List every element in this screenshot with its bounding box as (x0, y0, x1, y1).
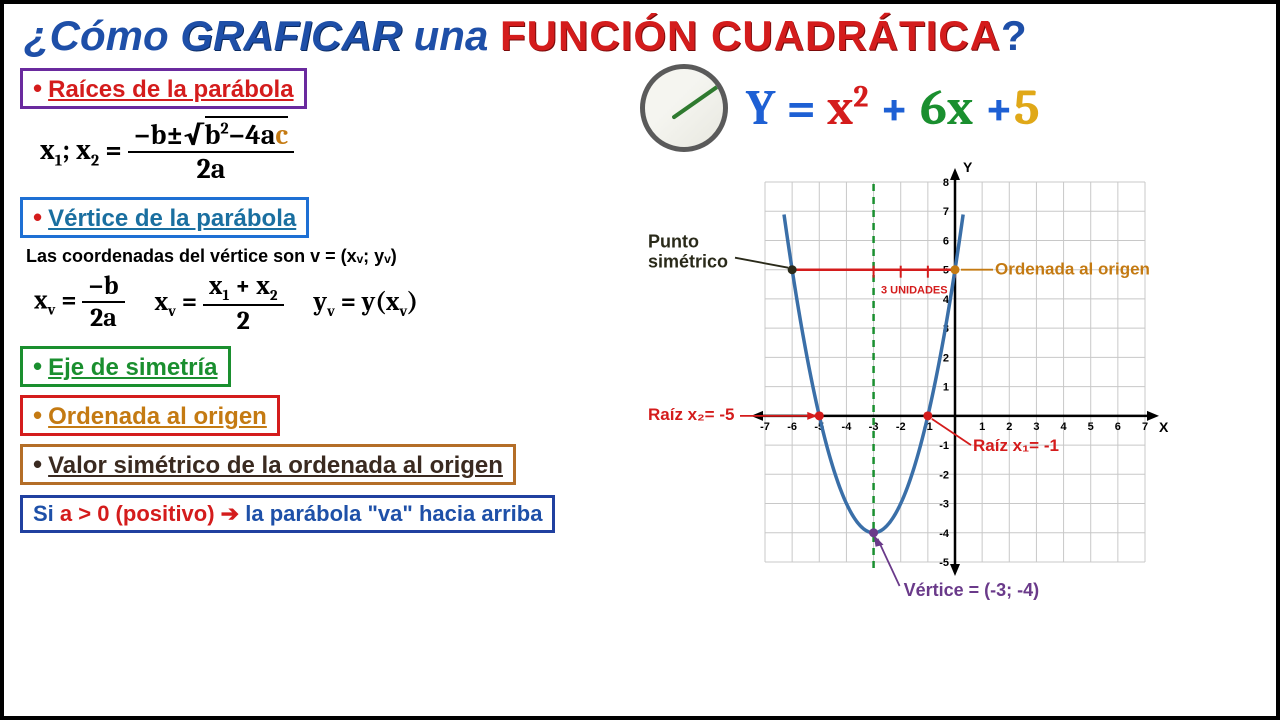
raices-label: Raíces de la parábola (48, 76, 293, 103)
title-graficar: GRAFICAR (180, 12, 402, 59)
equation-row: Y = x2 + 6x +5 (640, 64, 1260, 152)
svg-text:5: 5 (1088, 421, 1094, 433)
svg-text:-2: -2 (939, 469, 949, 481)
svg-text:Punto: Punto (648, 232, 699, 252)
svg-text:3 UNIDADES: 3 UNIDADES (881, 285, 948, 297)
svg-text:-4: -4 (939, 528, 950, 540)
svg-text:1: 1 (943, 382, 949, 394)
svg-text:Y: Y (963, 162, 973, 175)
svg-text:6: 6 (1115, 421, 1121, 433)
svg-text:simétrico: simétrico (648, 252, 728, 272)
eje-label: Eje de simetría (48, 354, 217, 381)
main-equation: Y = x2 + 6x +5 (746, 79, 1040, 137)
right-column: Y = x2 + 6x +5 -7-6-5-4-3-2-11234567-5-4… (620, 64, 1260, 602)
title-una: una (414, 12, 489, 59)
vertex-formulas: xv = −b2a xv = x1 + x22 yv = y(xv) (34, 271, 620, 336)
title-qmark: ? (1001, 12, 1027, 59)
parabola-chart: -7-6-5-4-3-2-11234567-5-4-3-2-112345678X… (640, 162, 1180, 602)
svg-text:7: 7 (1142, 421, 1148, 433)
left-column: •Raíces de la parábola x1; x2 = −b±√b2−4… (20, 64, 620, 602)
svg-text:Raíz x₁= -1: Raíz x₁= -1 (973, 436, 1059, 455)
page-title: ¿Cómo GRAFICAR una FUNCIÓN CUADRÁTICA? (4, 4, 1276, 64)
svg-text:8: 8 (943, 177, 949, 189)
svg-text:-4: -4 (842, 421, 853, 433)
box-raices: •Raíces de la parábola (20, 68, 307, 109)
ordenada-label: Ordenada al origen (48, 403, 267, 430)
svg-text:-2: -2 (896, 421, 906, 433)
svg-text:3: 3 (1033, 421, 1039, 433)
roots-den: 2a (128, 153, 294, 185)
box-valor: •Valor simétrico de la ordenada al orige… (20, 444, 516, 485)
chart-svg: -7-6-5-4-3-2-11234567-5-4-3-2-112345678X… (640, 162, 1180, 602)
title-como: Cómo (50, 12, 169, 59)
svg-text:2: 2 (943, 352, 949, 364)
svg-text:-5: -5 (939, 557, 949, 569)
svg-text:-3: -3 (939, 499, 949, 511)
valor-label: Valor simétrico de la ordenada al origen (48, 452, 503, 479)
svg-text:4: 4 (1061, 421, 1068, 433)
svg-text:1: 1 (979, 421, 985, 433)
svg-text:2: 2 (1006, 421, 1012, 433)
box-vertice: •Vértice de la parábola (20, 197, 309, 238)
svg-text:Ordenada al origen: Ordenada al origen (995, 260, 1150, 279)
box-eje: •Eje de simetría (20, 346, 231, 387)
svg-text:-6: -6 (787, 421, 797, 433)
svg-text:Raíz x₂= -5: Raíz x₂= -5 (648, 405, 734, 424)
note-row: Si a > 0 (positivo) ➔ la parábola "va" h… (20, 495, 555, 533)
svg-text:-1: -1 (939, 440, 949, 452)
box-ordenada: •Ordenada al origen (20, 395, 280, 436)
vertex-text: Las coordenadas del vértice son v = (xᵥ;… (26, 246, 620, 267)
svg-text:6: 6 (943, 235, 949, 247)
title-funcion: FUNCIÓN CUADRÁTICA (500, 12, 1001, 59)
title-q: ¿ (24, 12, 50, 59)
roots-formula: x1; x2 = −b±√b2−4ac 2a (40, 119, 620, 185)
svg-text:-7: -7 (760, 421, 770, 433)
pencil-icon (640, 64, 728, 152)
svg-text:7: 7 (943, 206, 949, 218)
svg-text:X: X (1159, 419, 1169, 435)
vertice-label: Vértice de la parábola (48, 205, 296, 232)
svg-text:Vértice = (-3; -4): Vértice = (-3; -4) (904, 580, 1040, 600)
